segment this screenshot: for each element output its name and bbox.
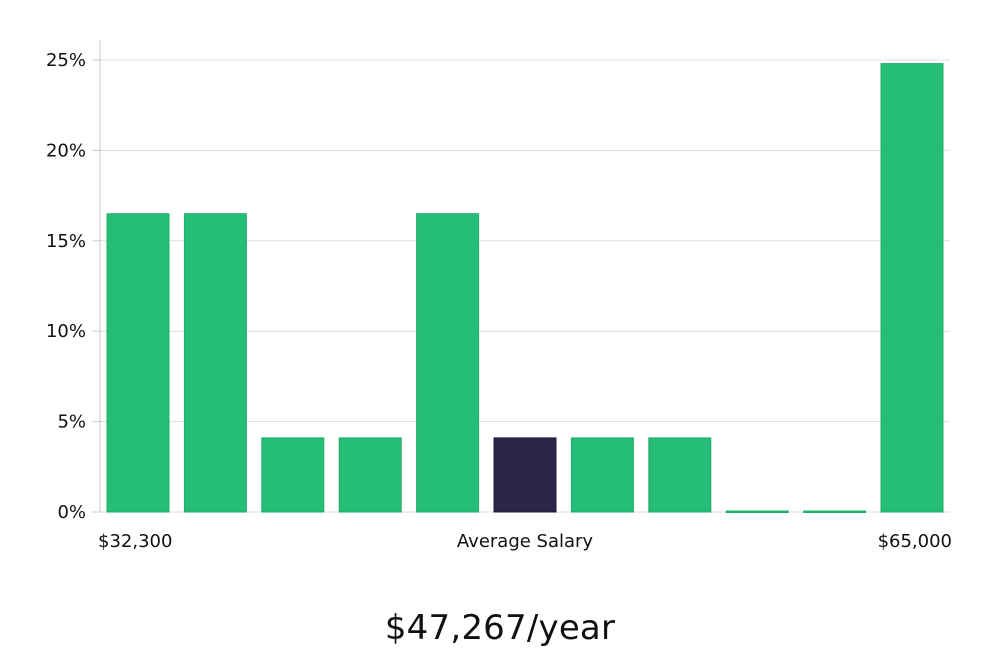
average-salary-value: $47,267/year — [384, 608, 616, 648]
y-tick-label: 10% — [46, 321, 86, 342]
x-end-label: $65,000 — [878, 531, 952, 552]
bar-1 — [106, 213, 170, 513]
bar-3 — [261, 437, 325, 513]
bar-9 — [725, 510, 789, 513]
axes — [92, 40, 101, 513]
y-tick-labels: 0% 5% 10% 15% 20% 25% — [46, 50, 86, 523]
bar-4 — [338, 437, 402, 513]
bar-5 — [416, 213, 480, 513]
y-tick-label: 25% — [46, 50, 86, 71]
salary-histogram: 0%5%10%15%20%25% $32,300 Average Salary … — [46, 40, 952, 552]
bar-11 — [880, 63, 944, 513]
y-tick-label: 0% — [57, 502, 86, 523]
bar-2 — [183, 213, 247, 513]
x-start-label: $32,300 — [98, 531, 172, 552]
bar-7 — [570, 437, 634, 513]
bar-highlighted-average — [493, 437, 557, 513]
bar-10 — [803, 510, 867, 513]
y-tick-label: 15% — [46, 231, 86, 252]
x-axis-label: Average Salary — [457, 531, 594, 552]
y-tick-label: 20% — [46, 140, 86, 161]
y-tick-label: 5% — [57, 412, 86, 433]
bar-8 — [648, 437, 712, 513]
bars — [106, 63, 944, 513]
